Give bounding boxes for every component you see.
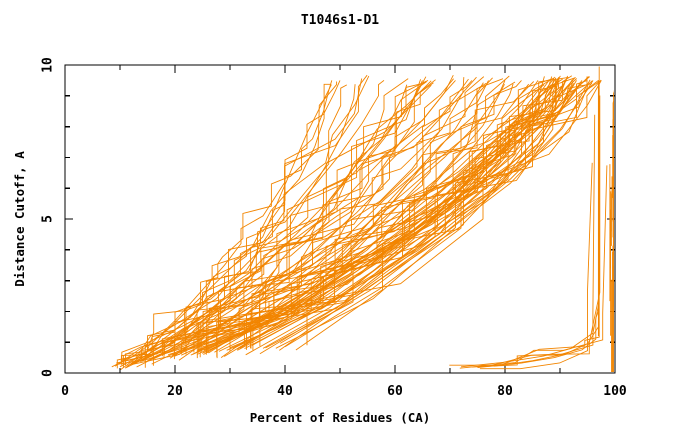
axis-labels-group: 0 20 40 60 80 100 0 5 10 Percent of Residues (CA)… (12, 57, 627, 425)
series-line (163, 78, 504, 355)
series-line (193, 79, 551, 353)
series-line (232, 79, 573, 350)
series-line (259, 76, 588, 347)
series-line (181, 81, 535, 356)
series-line (201, 75, 561, 353)
series-line-low-band (449, 66, 600, 366)
series-line (132, 84, 348, 365)
series-line (239, 77, 576, 349)
series-line (259, 79, 591, 355)
series-line-low-band (459, 165, 608, 369)
series-line (151, 82, 484, 365)
y-tick-label: 5 (41, 215, 56, 223)
series-line (477, 83, 599, 368)
series-line (246, 79, 588, 350)
series-line (265, 76, 545, 349)
series-line (121, 78, 409, 366)
series-line (237, 83, 582, 351)
series-line (196, 83, 559, 359)
series-curves-group (111, 66, 614, 372)
series-line (119, 80, 429, 368)
axes-group (64, 64, 616, 374)
series-line (115, 81, 338, 365)
series-line (214, 75, 510, 353)
series-line-low-band (479, 162, 593, 370)
series-line (199, 84, 543, 358)
series-line (190, 79, 436, 356)
series-line-low-band (471, 95, 601, 368)
series-line (116, 80, 333, 369)
series-line (131, 84, 408, 365)
series-line (127, 74, 368, 367)
series-line (202, 78, 557, 354)
series-line (250, 84, 555, 349)
series-line (236, 76, 553, 350)
series-line-low-band (490, 114, 596, 367)
series-line (172, 83, 530, 355)
y-tick-label: 10 (41, 57, 56, 73)
series-line (174, 80, 539, 357)
y-tick-label: 0 (41, 369, 56, 377)
page-title: T1046s1-D1 (300, 13, 380, 28)
series-line (169, 83, 514, 359)
series-line (275, 85, 589, 349)
series-line (295, 81, 600, 351)
series-line (114, 84, 332, 367)
series-line (153, 77, 465, 359)
series-line (125, 84, 356, 369)
x-tick-label: 0 (61, 384, 69, 399)
series-line (147, 80, 489, 362)
series-line (279, 79, 602, 344)
y-axis-label: Distance Cutoff, A (12, 151, 27, 287)
series-line (120, 82, 434, 362)
series-line (168, 77, 493, 356)
x-axis-label: Percent of Residues (CA) (250, 410, 431, 425)
series-line (141, 78, 469, 360)
x-tick-label: 60 (387, 384, 403, 399)
series-line (150, 76, 477, 359)
x-tick-label: 20 (167, 384, 183, 399)
series-line (116, 78, 363, 364)
x-tick-label: 100 (603, 384, 627, 399)
x-tick-label: 40 (277, 384, 293, 399)
series-line (250, 76, 590, 349)
x-tick-label: 80 (497, 384, 513, 399)
series-line (163, 80, 522, 358)
series-line (136, 74, 454, 368)
